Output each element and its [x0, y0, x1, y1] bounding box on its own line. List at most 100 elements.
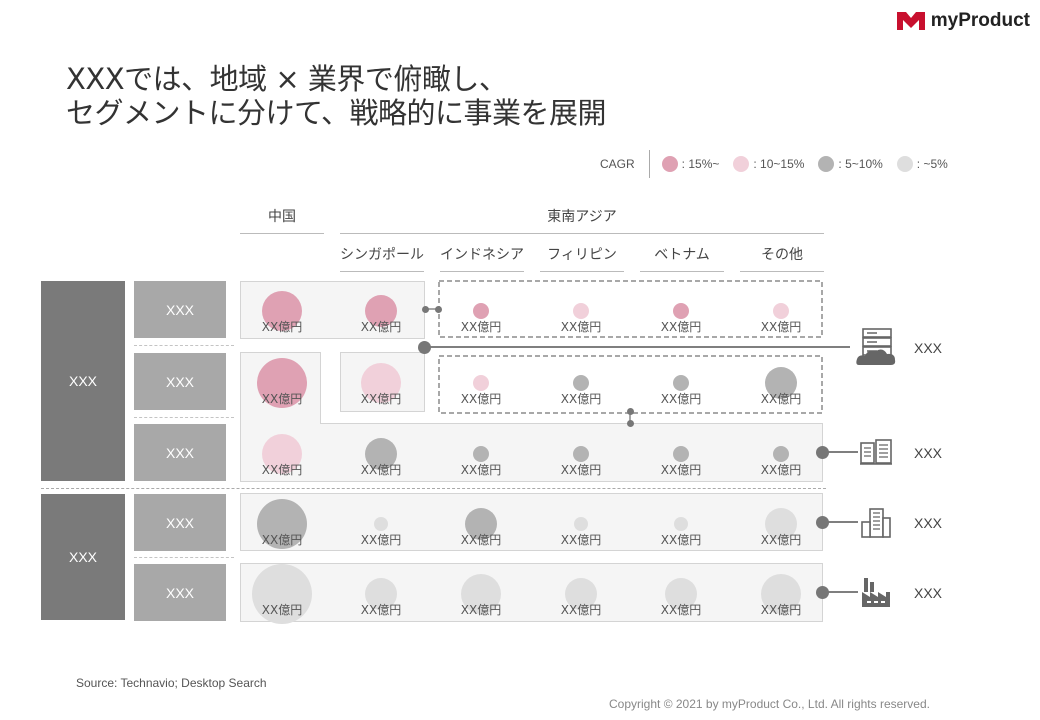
market-size-label: XX億円 — [560, 392, 602, 406]
cagr-bubble — [674, 517, 688, 531]
cagr-bubble — [365, 438, 397, 470]
cagr-bubble — [473, 446, 489, 462]
market-size-label: XX億円 — [760, 603, 802, 617]
market-size-label: XX億円 — [660, 603, 702, 617]
cagr-bubble — [262, 291, 302, 331]
matrix-cell: XX億円 — [531, 353, 631, 411]
cagr-bubble — [773, 303, 789, 319]
market-size-label: XX億円 — [261, 603, 303, 617]
row-label-1: XXX — [134, 281, 226, 338]
market-size-label: XX億円 — [360, 533, 402, 547]
market-size-label: XX億円 — [660, 463, 702, 477]
cagr-bubble — [465, 508, 497, 540]
row-separator — [134, 345, 234, 346]
cagr-bubble — [673, 375, 689, 391]
market-size-label: XX億円 — [460, 603, 502, 617]
market-size-label: XX億円 — [760, 320, 802, 334]
legend-text: : 15%~ — [681, 157, 720, 171]
matrix-cell: XX億円 — [631, 281, 731, 339]
market-size-label: XX億円 — [660, 392, 702, 406]
row-separator — [134, 417, 234, 418]
market-size-label: XX億円 — [460, 392, 502, 406]
header-southeast-asia: 東南アジア — [340, 206, 824, 234]
market-size-label: XX億円 — [460, 463, 502, 477]
matrix-cell: XX億円 — [531, 424, 631, 482]
tall-building-icon — [861, 508, 891, 538]
market-size-label: XX億円 — [261, 533, 303, 547]
legend-divider — [648, 150, 650, 178]
market-size-label: XX億円 — [360, 463, 402, 477]
market-size-label: XX億円 — [760, 392, 802, 406]
brand-logo: myProduct — [896, 10, 1030, 32]
matrix-cell: XX億円 — [431, 353, 531, 411]
row-label-4: XXX — [134, 494, 226, 551]
matrix-cell: XX億円 — [731, 424, 831, 482]
cagr-legend: CAGR : 15%~ : 10~15% : 5~10% : ~5% — [600, 150, 962, 178]
connector-dot — [816, 586, 829, 599]
source-note: Source: Technavio; Desktop Search — [76, 676, 267, 690]
row-label-3: XXX — [134, 424, 226, 481]
connector-dot — [627, 420, 634, 427]
brand-mark-icon — [896, 12, 925, 30]
cagr-bubble — [761, 574, 801, 614]
connector-dot — [422, 306, 429, 313]
header-vietnam: ベトナム — [640, 244, 724, 272]
matrix-cell: XX億円 — [531, 494, 631, 552]
market-size-label: XX億円 — [560, 463, 602, 477]
matrix-cell: XX億円 — [731, 353, 831, 411]
cagr-bubble — [257, 499, 307, 549]
header-singapore: シンガポール — [340, 244, 424, 272]
matrix-cell: XX億円 — [331, 494, 431, 552]
matrix-cell: XX億円 — [731, 494, 831, 552]
legend-item: : 15%~ — [661, 156, 720, 172]
legend-item: : 5~10% — [818, 156, 883, 172]
cagr-bubble — [673, 303, 689, 319]
cloud-server-icon — [856, 328, 896, 365]
matrix-cell: XX億円 — [232, 281, 332, 339]
cagr-bubble — [374, 517, 388, 531]
group-block-2: XXX — [41, 494, 125, 620]
market-size-label: XX億円 — [360, 320, 402, 334]
legend-title: CAGR — [600, 157, 635, 171]
legend-item: : 10~15% — [733, 156, 804, 172]
page-title: XXXでは、地域 × 業界で俯瞰し、 セグメントに分けて、戦略的に事業を展開 — [66, 62, 607, 130]
matrix-cell: XX億円 — [331, 564, 431, 622]
market-size-label: XX億円 — [460, 533, 502, 547]
row-label-5: XXX — [134, 564, 226, 621]
legend-dot — [896, 156, 913, 172]
header-china: 中国 — [240, 206, 324, 234]
market-size-label: XX億円 — [560, 533, 602, 547]
matrix-cell: XX億円 — [631, 424, 731, 482]
connector-dot — [627, 408, 634, 415]
cagr-bubble — [765, 367, 797, 399]
connector-dot — [816, 516, 829, 529]
connector-dot — [816, 446, 829, 459]
legend-text: : ~5% — [916, 157, 948, 171]
matrix-cell: XX億円 — [431, 564, 531, 622]
market-size-label: XX億円 — [460, 320, 502, 334]
cagr-bubble — [573, 375, 589, 391]
cagr-bubble — [252, 564, 312, 624]
connector-dot — [435, 306, 442, 313]
group-separator — [41, 488, 826, 489]
header-philippines: フィリピン — [540, 244, 624, 272]
cagr-bubble — [461, 574, 501, 614]
cagr-bubble — [262, 434, 302, 474]
legend-dot — [818, 156, 835, 172]
cagr-bubble — [673, 446, 689, 462]
cagr-bubble — [365, 578, 397, 610]
market-size-label: XX億円 — [560, 320, 602, 334]
cagr-bubble — [574, 517, 588, 531]
legend-text: : 5~10% — [838, 157, 883, 171]
market-size-label: XX億円 — [660, 533, 702, 547]
cagr-bubble — [573, 303, 589, 319]
cagr-bubble — [361, 363, 401, 403]
legend-dot — [733, 156, 750, 172]
matrix-cell: XX億円 — [431, 494, 531, 552]
matrix-cell: XX億円 — [232, 564, 332, 624]
market-size-label: XX億円 — [660, 320, 702, 334]
matrix-cell: XX億円 — [431, 424, 531, 482]
target-label-3: XXX — [914, 515, 943, 531]
cagr-bubble — [773, 446, 789, 462]
cagr-bubble — [257, 358, 307, 408]
